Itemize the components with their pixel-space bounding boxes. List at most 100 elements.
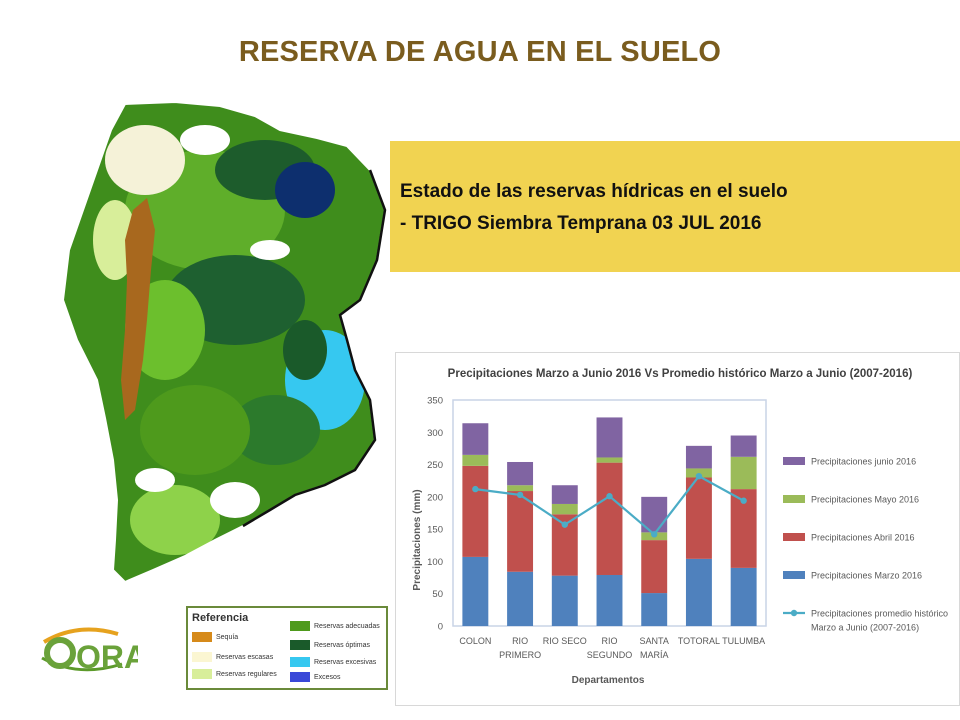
x-tick-label: SEGUNDO [587,650,633,660]
soil-water-map [61,100,387,584]
map-legend-item: Reservas adecuadas [290,621,380,631]
map-legend: Referencia Sequía Reservas escasas Reser… [186,606,388,690]
bar-segment [730,435,757,457]
bar-segment [596,462,623,575]
legend-label: Precipitaciones Abril 2016 [811,533,915,543]
bar-segment [685,468,712,478]
y-tick-label: 150 [427,525,443,536]
legend-label: Marzo a Junio (2007-2016) [811,623,919,633]
average-point [695,472,703,480]
map-legend-item: Excesos [290,672,340,682]
map-legend-item: Reservas excesivas [290,657,376,667]
map-legend-item: Sequía [192,632,238,642]
y-tick-label: 250 [427,460,443,471]
legend-swatch [192,669,212,679]
legend-label: Reservas escasas [216,653,274,661]
bar-segment [551,575,578,626]
x-tick-label: RIO SECO [543,636,587,646]
y-axis: 0 50 100 150 200 250 300 350 [427,396,443,633]
bar-segment [462,465,489,557]
x-tick-label: MARÍA [640,650,669,660]
legend-label: Reservas regulares [216,670,277,678]
x-tick-label: RIO [601,636,617,646]
bar-segment [551,485,578,504]
precipitation-chart-container: Precipitaciones Marzo a Junio 2016 Vs Pr… [395,352,960,706]
legend-swatch [192,632,212,642]
bar-segment [685,477,712,559]
legend-label: Reservas adecuadas [314,622,380,630]
x-tick-label: COLON [459,636,491,646]
x-tick-label: SANTA [640,636,669,646]
legend-label: Precipitaciones junio 2016 [811,457,916,467]
average-point [472,485,479,493]
bar-segment [596,457,623,463]
bar-segment [462,556,489,626]
legend-label: Precipitaciones promedio histórico [811,609,948,619]
y-axis-label: Precipitaciones (mm) [412,489,423,590]
legend-label: Excesos [314,673,341,681]
chart-legend: Precipitaciones junio 2016 Precipitacione… [783,457,948,633]
y-tick-label: 50 [432,589,443,600]
map-legend-item: Reservas escasas [192,652,273,662]
y-tick-label: 0 [438,622,443,633]
bar-segment [685,558,712,626]
map-legend-item: Reservas óptimas [290,640,370,650]
bar-segment [596,574,623,626]
map-legend-item: Reservas regulares [192,669,277,679]
bar-segment [685,445,712,469]
crop-status-banner: Estado de las reservas hídricas en el su… [390,141,960,272]
bar-segment [551,503,578,515]
average-point [606,493,613,500]
legend-label: Precipitaciones Mayo 2016 [811,495,919,505]
x-tick-label: PRIMERO [499,650,541,660]
ora-logo: ORA [41,627,138,675]
y-tick-label: 350 [427,396,443,407]
legend-label: Reservas excesivas [314,658,377,666]
bar-segment [730,567,757,626]
average-line-series [472,472,747,538]
legend-point-swatch [790,609,798,617]
bar-series [462,417,757,626]
legend-swatch [290,621,310,631]
chart-title: Precipitaciones Marzo a Junio 2016 Vs Pr… [448,368,913,380]
average-point [561,521,568,528]
legend-swatch [290,657,310,667]
page-title: RESERVA DE AGUA EN EL SUELO [238,36,722,68]
banner-line-1: Estado de las reservas hídricas en el su… [400,181,788,202]
average-point [740,497,747,504]
bar-segment [507,461,534,486]
legend-label: Precipitaciones Marzo 2016 [811,571,922,581]
average-point [651,531,658,538]
legend-swatch [783,495,805,503]
y-tick-label: 200 [427,492,443,503]
legend-swatch [290,640,310,650]
average-point [516,491,524,499]
x-tick-label: TOTORAL [678,636,720,646]
y-tick-label: 300 [427,428,443,439]
bar-segment [596,417,623,458]
map-legend-title: Referencia [192,612,249,624]
legend-swatch [783,571,805,579]
bar-segment [641,593,668,626]
legend-swatch [290,672,310,682]
legend-label: Sequía [216,633,239,641]
bar-segment [462,454,489,466]
bar-segment [507,485,534,492]
precipitation-chart: Precipitaciones Marzo a Junio 2016 Vs Pr… [412,368,948,686]
logo-text: ORA [76,639,138,675]
legend-swatch [783,457,805,465]
bar-segment [730,456,757,490]
bar-segment [507,571,534,626]
legend-swatch [783,533,805,541]
y-tick-label: 100 [427,557,443,568]
bar-segment [641,540,668,594]
bar-segment [507,491,534,572]
x-axis-label: Departamentos [572,675,645,686]
legend-swatch [192,652,212,662]
banner-line-2: - TRIGO Siembra Temprana 03 JUL 2016 [400,213,762,234]
x-tick-label: TULUMBA [722,636,765,646]
bar-segment [462,423,489,455]
legend-label: Reservas óptimas [314,641,371,649]
x-tick-label: RIO [512,636,528,646]
